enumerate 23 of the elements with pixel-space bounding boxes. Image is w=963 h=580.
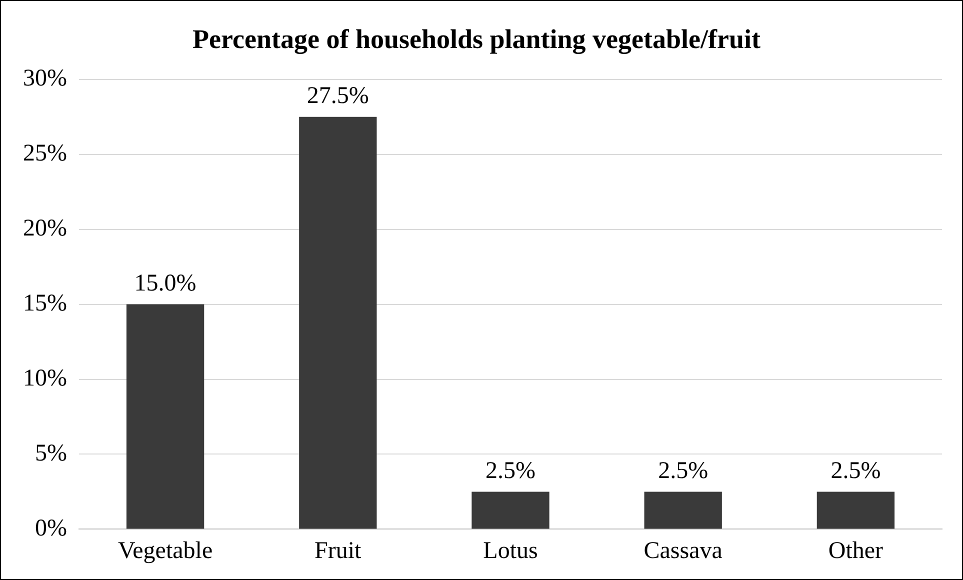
data-label: 2.5% [485,458,536,484]
y-tick-label: 0% [34,515,67,542]
y-tick-label: 30% [22,66,67,92]
bar [472,492,550,529]
x-tick-label: Cassava [644,538,723,564]
bar [299,116,377,529]
data-label: 15.0% [134,270,196,297]
data-label: 2.5% [658,458,708,484]
chart-title: Percentage of households planting vegetable/fruit [192,24,760,54]
y-tick-label: 5% [34,440,67,467]
x-tick-label: Other [828,538,884,564]
data-label: 2.5% [830,458,881,484]
x-tick-label: Lotus [483,538,538,564]
x-tick-label: Fruit [314,538,362,564]
bar [126,304,204,529]
y-tick-label: 10% [22,366,67,392]
bar [644,492,722,529]
bar [816,492,895,529]
x-tick-label: Vegetable [118,538,213,564]
y-tick-label: 20% [22,216,67,242]
data-label: 27.5% [306,83,369,110]
y-tick-label: 15% [22,290,67,317]
y-tick-label: 25% [22,140,67,167]
